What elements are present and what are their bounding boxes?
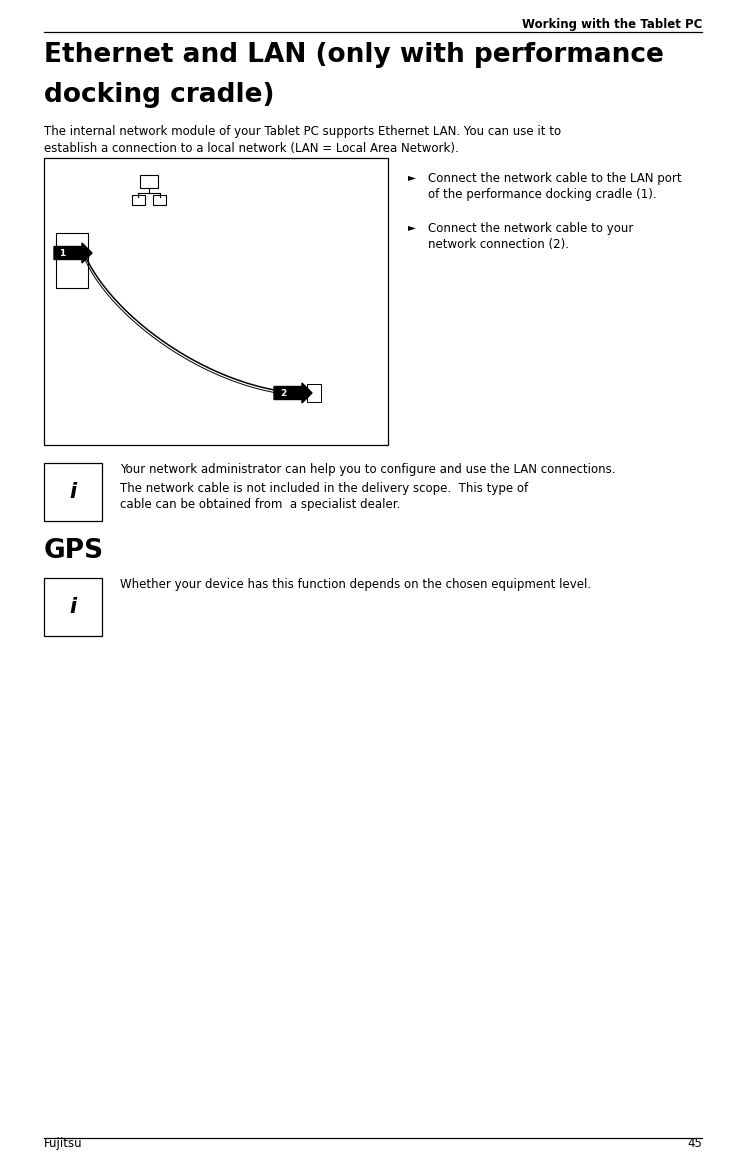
Text: 2: 2 <box>280 389 286 398</box>
Bar <box>153 195 166 205</box>
Bar <box>140 175 158 188</box>
Bar <box>307 384 321 403</box>
Text: Whether your device has this function depends on the chosen equipment level.: Whether your device has this function de… <box>120 578 591 590</box>
Bar <box>44 158 388 445</box>
Text: Working with the Tablet PC: Working with the Tablet PC <box>522 19 702 31</box>
FancyArrow shape <box>54 242 92 263</box>
Bar <box>44 578 102 636</box>
Text: ►: ► <box>408 172 416 182</box>
Text: docking cradle): docking cradle) <box>44 82 275 108</box>
Text: Connect the network cable to your: Connect the network cable to your <box>428 222 634 235</box>
Text: of the performance docking cradle (1).: of the performance docking cradle (1). <box>428 188 657 201</box>
Text: ►: ► <box>408 222 416 232</box>
Text: establish a connection to a local network (LAN = Local Area Network).: establish a connection to a local networ… <box>44 142 459 155</box>
Text: The network cable is not included in the delivery scope.  This type of: The network cable is not included in the… <box>120 483 528 495</box>
Text: network connection (2).: network connection (2). <box>428 238 569 251</box>
Text: Fujitsu: Fujitsu <box>44 1137 82 1150</box>
Text: cable can be obtained from  a specialist dealer.: cable can be obtained from a specialist … <box>120 498 401 512</box>
Text: i: i <box>70 597 76 617</box>
Text: 1: 1 <box>59 248 65 258</box>
Bar <box>132 195 145 205</box>
Text: The internal network module of your Tablet PC supports Ethernet LAN. You can use: The internal network module of your Tabl… <box>44 125 561 138</box>
Bar <box>44 463 102 521</box>
Bar <box>56 233 88 288</box>
Text: Connect the network cable to the LAN port: Connect the network cable to the LAN por… <box>428 172 682 184</box>
Text: Ethernet and LAN (only with performance: Ethernet and LAN (only with performance <box>44 42 664 68</box>
Text: 45: 45 <box>687 1137 702 1150</box>
Text: GPS: GPS <box>44 538 104 564</box>
Text: Your network administrator can help you to configure and use the LAN connections: Your network administrator can help you … <box>120 463 616 476</box>
FancyArrow shape <box>274 383 312 403</box>
Text: i: i <box>70 483 76 502</box>
